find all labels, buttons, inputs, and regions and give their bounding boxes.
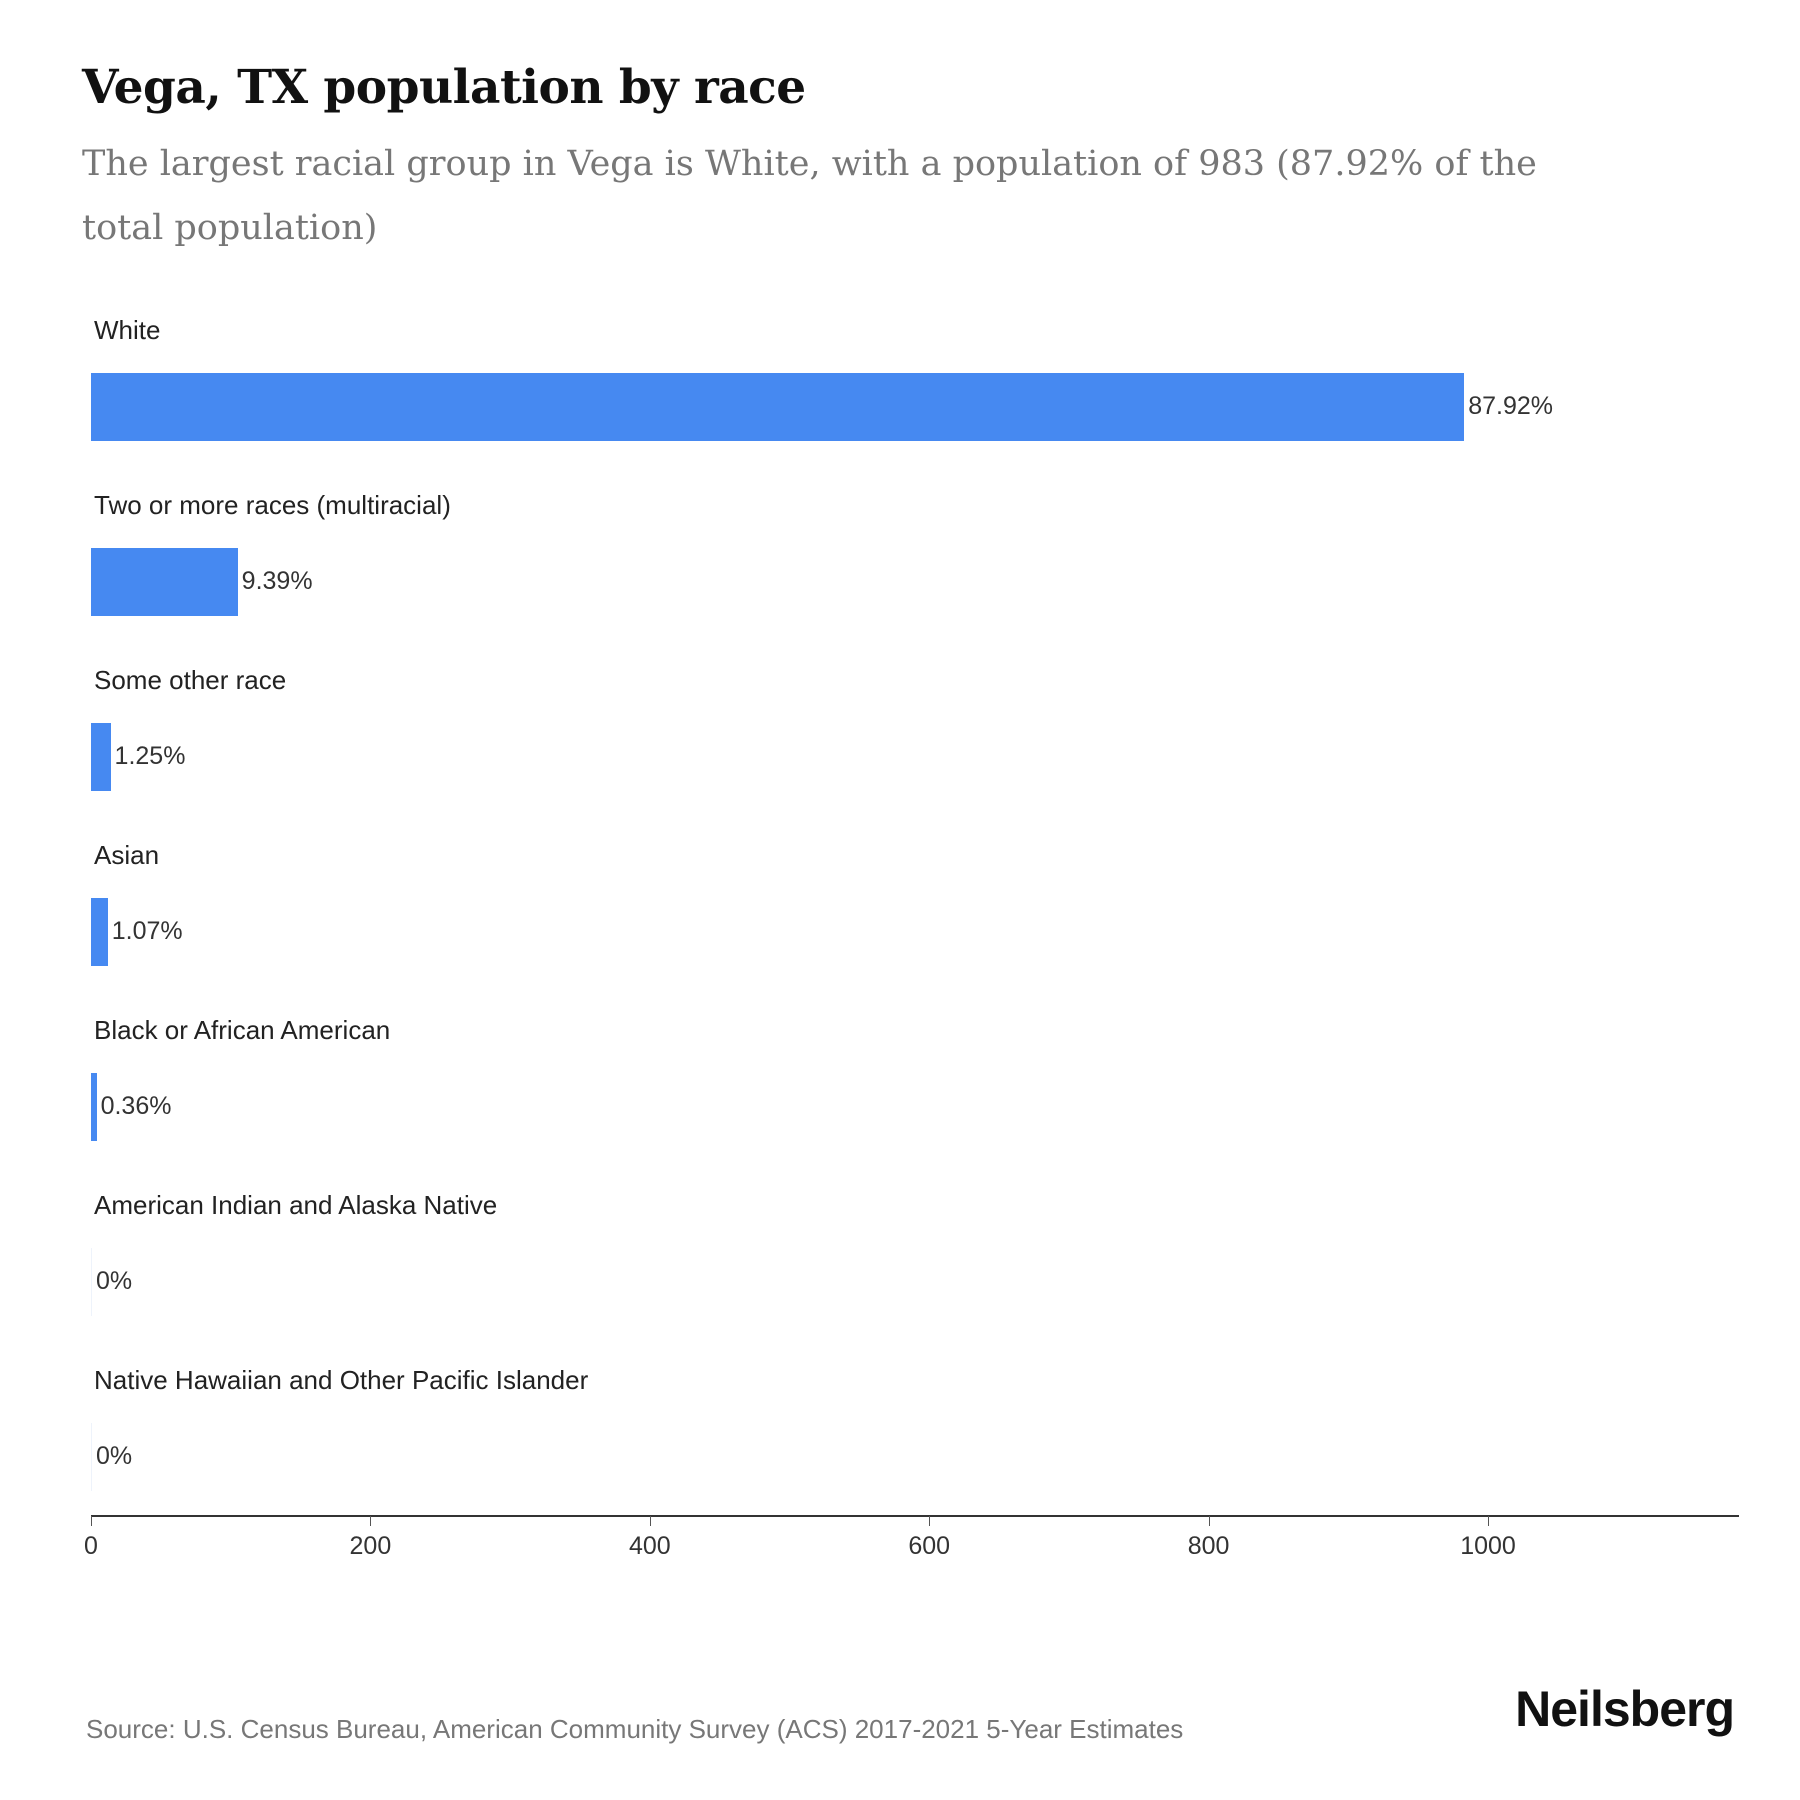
bar — [91, 373, 1465, 441]
x-tick-label: 600 — [908, 1532, 951, 1560]
x-tick — [1488, 1516, 1489, 1526]
source-note: Source: U.S. Census Bureau, American Com… — [86, 1714, 1184, 1744]
x-tick — [929, 1516, 931, 1526]
category-label: White — [94, 315, 161, 345]
x-axis-line — [91, 1515, 1739, 1517]
category-label: Black or African American — [94, 1015, 391, 1045]
x-tick — [1208, 1516, 1210, 1526]
category-label: Two or more races (multiracial) — [94, 490, 451, 520]
bar — [91, 1248, 92, 1316]
x-tick — [649, 1516, 651, 1526]
value-label: 0% — [96, 1267, 133, 1295]
value-label: 9.39% — [241, 567, 313, 595]
chart-title: Vega, TX population by race — [82, 60, 806, 115]
brand-logo: Neilsberg — [1515, 1681, 1735, 1737]
x-tick-label: 400 — [628, 1532, 671, 1560]
category-label: Some other race — [94, 665, 287, 695]
value-label: 1.07% — [111, 917, 183, 945]
chart-subtitle: The largest racial group in Vega is Whit… — [82, 144, 1537, 248]
value-label: 0.36% — [100, 1092, 172, 1120]
x-tick-label: 200 — [349, 1532, 392, 1560]
value-label: 1.25% — [114, 742, 186, 770]
bar — [91, 548, 238, 616]
x-tick — [370, 1516, 372, 1526]
bar — [91, 723, 111, 791]
value-label: 0% — [96, 1442, 133, 1470]
x-tick-label: 0 — [84, 1532, 98, 1560]
category-label: American Indian and Alaska Native — [94, 1190, 498, 1220]
value-label: 87.92% — [1468, 392, 1554, 420]
category-label: Asian — [94, 840, 160, 870]
bar — [91, 898, 108, 966]
x-tick-label: 800 — [1187, 1532, 1230, 1560]
x-tick — [91, 1516, 92, 1526]
category-label: Native Hawaiian and Other Pacific Island… — [94, 1365, 589, 1395]
bar — [91, 1073, 97, 1141]
x-tick-label: 1000 — [1460, 1532, 1516, 1560]
bar — [91, 1423, 92, 1491]
